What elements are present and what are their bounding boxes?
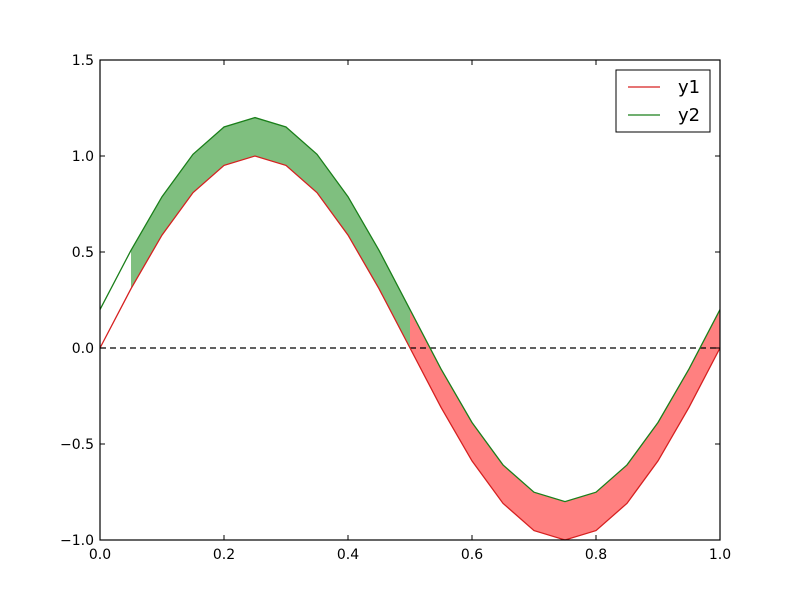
y-tick-label: 0.0 [72, 341, 94, 357]
y-tick-label: 0.5 [72, 245, 94, 261]
fill-region-1 [131, 117, 410, 348]
fill-region-2 [410, 309, 720, 540]
legend-label-y2: y2 [678, 105, 700, 126]
y-tick-label: −0.5 [60, 437, 94, 453]
plot-axes: 0.0 0.2 0.4 0.6 0.8 1.0 1.5 1.0 0.5 0.0 −0.5 −1.0 [60, 53, 731, 563]
x-tick-label: 0.0 [89, 547, 111, 563]
series-lines [99, 116, 721, 541]
x-tick-label: 0.8 [585, 547, 607, 563]
x-tick-label: 0.4 [337, 547, 359, 563]
y-tick-label: 1.0 [72, 149, 94, 165]
series-line-y2 [99, 116, 721, 503]
axes-frame [99, 59, 721, 541]
x-tick-label: 0.2 [213, 547, 235, 563]
fill-regions [131, 117, 720, 540]
y-tick-label: −1.0 [60, 533, 94, 549]
legend-box [615, 69, 711, 133]
legend-label-y1: y1 [678, 77, 700, 98]
x-tick-label: 0.6 [461, 547, 483, 563]
y-tick-label: 1.5 [72, 53, 94, 69]
x-tick-label: 1.0 [709, 547, 731, 563]
series-line-y1 [99, 155, 721, 541]
